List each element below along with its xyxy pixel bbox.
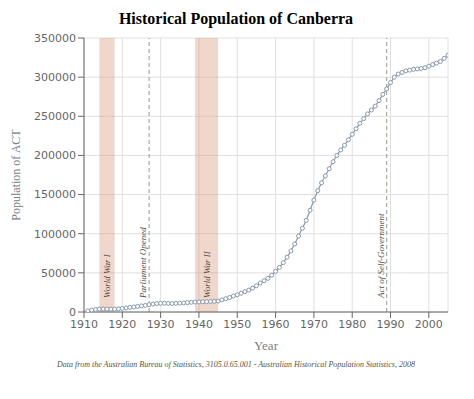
svg-text:100000: 100000 — [34, 228, 76, 241]
svg-text:Population of ACT: Population of ACT — [9, 129, 23, 221]
svg-text:0: 0 — [69, 306, 76, 319]
svg-text:150000: 150000 — [34, 188, 76, 201]
html-text:Historical Population of Canbe: Historical Population of Canberra — [118, 10, 354, 27]
svg-text:Year: Year — [254, 338, 279, 353]
svg-text:1970: 1970 — [300, 318, 328, 331]
svg-text:1910: 1910 — [70, 318, 98, 331]
svg-text:1980: 1980 — [338, 318, 366, 331]
svg-text:1930: 1930 — [147, 318, 175, 331]
svg-text:350000: 350000 — [34, 32, 76, 45]
svg-text:1990: 1990 — [377, 318, 405, 331]
svg-text:World War I: World War I — [102, 253, 112, 298]
svg-text:Act of Self-Government: Act of Self-Government — [376, 213, 386, 299]
svg-text:2000: 2000 — [415, 318, 443, 331]
svg-text:1960: 1960 — [262, 318, 290, 331]
svg-text:World War II: World War II — [202, 250, 212, 298]
svg-text:50000: 50000 — [41, 267, 76, 280]
svg-text:1940: 1940 — [185, 318, 213, 331]
svg-text:1920: 1920 — [108, 318, 136, 331]
svg-text:300000: 300000 — [34, 71, 76, 84]
svg-text:1950: 1950 — [223, 318, 251, 331]
svg-text:Parliament Opened: Parliament Opened — [138, 227, 148, 299]
html-text:Data from the Australian Burea: Data from the Australian Bureau of Stati… — [57, 360, 415, 369]
svg-text:250000: 250000 — [34, 110, 76, 123]
svg-text:200000: 200000 — [34, 149, 76, 162]
